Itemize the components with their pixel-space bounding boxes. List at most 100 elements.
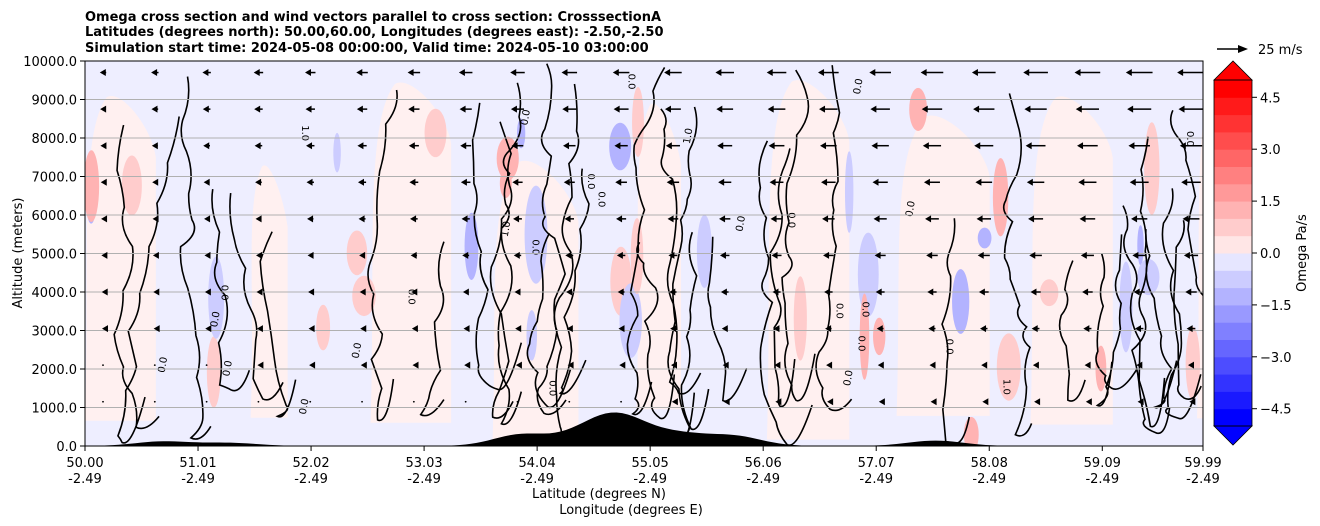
wind-vector (719, 215, 731, 223)
wind-vector-head (1189, 398, 1196, 406)
wind-vector (511, 142, 524, 150)
wind-vector (617, 288, 625, 296)
contour-label: 0.0 (786, 212, 797, 228)
omega-downdraft-cell (696, 214, 713, 288)
wind-vector (1030, 288, 1041, 296)
colorbar-label: Omega Pa/s (1295, 214, 1310, 292)
wind-vector-head (407, 69, 414, 77)
wind-vector-head (255, 215, 262, 223)
quiver-key-label: 25 m/s (1258, 43, 1303, 58)
x-tick-label-longitude: -2.49 (68, 472, 102, 487)
omega-downdraft-cell (208, 256, 225, 339)
wind-vector (1136, 361, 1143, 369)
y-tick-label: 3000.0 (32, 325, 78, 340)
wind-vector-head (409, 178, 416, 186)
wind-vector (202, 105, 211, 113)
contour-line (367, 89, 398, 422)
wind-vector-head (1186, 325, 1193, 333)
wind-vector-dot (153, 364, 156, 367)
wind-vector (878, 398, 885, 406)
omega-downdraft-cell (1119, 261, 1133, 353)
wind-vector (205, 325, 212, 333)
wind-vector-head (1125, 69, 1132, 77)
wind-vector (1183, 251, 1199, 259)
wind-vector (671, 361, 678, 369)
wind-vector-head (873, 215, 880, 223)
wind-vector (567, 361, 574, 369)
colorbar-segment (1214, 408, 1252, 427)
wind-vector-head (925, 215, 932, 223)
wind-vector (1034, 398, 1041, 406)
wind-vector-head (1132, 251, 1139, 259)
wind-vector (1032, 361, 1039, 369)
wind-vector (464, 361, 471, 369)
wind-vector-head (773, 325, 780, 333)
wind-vector (153, 288, 160, 296)
wind-vector (715, 69, 735, 77)
wind-vector-head (356, 105, 363, 113)
contour-line (1058, 260, 1086, 402)
x-tick-label-longitude: -2.49 (972, 472, 1006, 487)
x-tick-label-latitude: 58.08 (971, 456, 1008, 471)
wind-vector-head (561, 69, 568, 77)
wind-vector-head (410, 251, 417, 259)
wind-vector-head (306, 178, 313, 186)
wind-vector-head (819, 105, 826, 113)
wind-vector-head (980, 325, 987, 333)
contour-label: 0.0 (855, 336, 866, 352)
x-axis-label-latitude: Latitude (degrees N) (532, 487, 666, 502)
wind-vector (929, 361, 936, 369)
wind-vector-head (563, 178, 570, 186)
wind-vector (256, 325, 263, 333)
omega-downdraft-cell (1137, 258, 1160, 296)
wind-vector (152, 178, 159, 186)
wind-vector (670, 325, 677, 333)
wind-vector (308, 288, 315, 296)
wind-vector-head (717, 142, 724, 150)
wind-vector (152, 251, 159, 259)
wind-vector (359, 288, 366, 296)
wind-vector (928, 325, 936, 333)
wind-vector-head (100, 178, 107, 186)
wind-vector-dot (257, 400, 260, 403)
wind-vector-head (461, 215, 468, 223)
wind-vector-head (771, 251, 778, 259)
colorbar-tick-label: 3.0 (1260, 143, 1281, 158)
colorbar-segment (1214, 114, 1252, 133)
wind-vector-head (1182, 215, 1189, 223)
wind-vector (460, 142, 472, 150)
wind-vector-head (515, 361, 522, 369)
wind-vector (566, 325, 573, 333)
wind-vector (410, 251, 418, 259)
wind-vector-dot (620, 400, 622, 403)
wind-vector (99, 69, 107, 77)
x-tick-label-latitude: 53.03 (405, 456, 442, 471)
wind-vector (512, 178, 523, 186)
wind-vector-head (871, 142, 878, 150)
wind-vector (1131, 215, 1148, 223)
wind-vector-head (255, 178, 262, 186)
contour-line (558, 168, 590, 395)
wind-vector (771, 251, 782, 259)
wind-vector (1125, 69, 1153, 77)
colorbar-segment (1214, 356, 1252, 375)
colorbar-tick-label: 4.5 (1260, 91, 1281, 106)
colorbar-segment (1214, 270, 1252, 289)
wind-vector (930, 398, 937, 406)
wind-vector-head (1032, 361, 1039, 369)
wind-vector-head (973, 105, 980, 113)
wind-vector-head (305, 105, 312, 113)
wind-vector (203, 178, 210, 186)
wind-vector (101, 215, 108, 223)
wind-vector-head (618, 325, 625, 333)
wind-vector (408, 105, 420, 113)
wind-vector-head (357, 142, 364, 150)
contour-line (229, 192, 284, 401)
wind-vector (204, 288, 211, 296)
colorbar-max-extend (1213, 60, 1253, 81)
wind-vector-head (721, 325, 728, 333)
wind-vector-head (1026, 178, 1033, 186)
contour-line (489, 121, 514, 419)
wind-vector-head (876, 325, 883, 333)
wind-vector (1127, 105, 1152, 113)
